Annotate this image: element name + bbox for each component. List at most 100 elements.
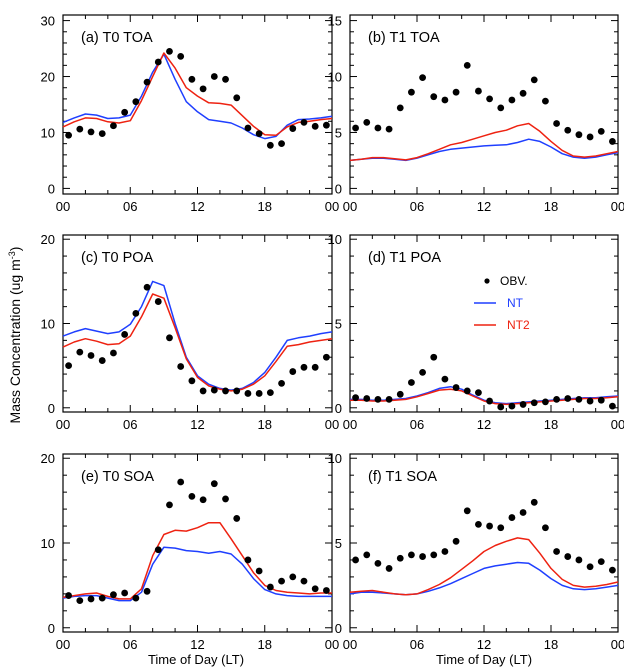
obs-point — [508, 402, 516, 410]
obs-point — [166, 501, 173, 509]
obs-point — [553, 395, 560, 403]
obs-point — [300, 363, 308, 371]
x-tick-label: 06 — [123, 199, 137, 214]
obs-point — [586, 397, 594, 405]
x-tick-label: 18 — [258, 199, 272, 214]
obs-point — [132, 594, 140, 602]
y-axis-label-close: ) — [7, 247, 23, 252]
obs-point — [76, 348, 84, 356]
y-tick-label: 20 — [41, 451, 55, 466]
obs-point — [98, 357, 106, 364]
obs-point — [188, 75, 196, 83]
y-tick-label: 10 — [328, 70, 342, 85]
x-tick-label: 12 — [190, 417, 204, 432]
obs-point — [255, 130, 263, 137]
obs-point — [132, 309, 140, 317]
obs-point — [542, 398, 549, 406]
y-tick-label: 15 — [328, 14, 342, 29]
y-tick-label: 0 — [48, 181, 55, 196]
obs-point — [278, 577, 285, 585]
x-tick-label: 06 — [410, 417, 424, 432]
obs-point — [143, 283, 151, 291]
obs-point — [508, 514, 516, 521]
series-line-nt2 — [349, 122, 619, 162]
obs-point — [177, 478, 185, 486]
obs-point — [154, 298, 162, 305]
obs-point — [65, 131, 73, 139]
obs-point — [363, 119, 371, 126]
obs-point — [289, 368, 297, 375]
x-tick-label: 00 — [611, 417, 624, 432]
y-tick-label: 10 — [41, 536, 55, 551]
obs-point — [385, 395, 393, 403]
obs-point — [575, 395, 583, 403]
obs-point — [121, 331, 129, 338]
obs-point — [463, 387, 471, 395]
series-line-nt — [62, 546, 332, 602]
obs-point — [564, 395, 572, 402]
obs-point — [452, 88, 460, 96]
obs-point — [486, 522, 493, 530]
x-tick-label: 00 — [56, 417, 70, 432]
obs-point — [609, 138, 616, 145]
obs-point — [244, 124, 252, 132]
obs-point — [311, 363, 319, 371]
obs-point — [441, 548, 449, 555]
obs-point — [166, 334, 173, 342]
obs-point — [177, 363, 185, 370]
legend-nt-label: NT — [507, 296, 524, 310]
obs-point — [363, 395, 371, 402]
obs-point — [289, 573, 297, 581]
obs-point — [396, 104, 404, 112]
obs-point — [385, 565, 393, 572]
obs-point — [486, 397, 493, 405]
obs-point — [65, 362, 73, 370]
obs-point — [374, 395, 382, 403]
x-axis-label-left: Time of Day (LT) — [148, 652, 244, 667]
obs-point — [463, 61, 471, 69]
obs-point — [597, 127, 605, 135]
obs-point — [374, 124, 382, 132]
obs-point — [166, 47, 173, 55]
x-tick-label: 18 — [544, 417, 558, 432]
obs-point — [199, 387, 207, 395]
obs-point — [222, 75, 229, 83]
obs-point — [430, 93, 438, 101]
y-tick-label: 0 — [335, 181, 342, 196]
obs-point — [233, 94, 241, 102]
x-tick-label: 12 — [477, 417, 491, 432]
obs-point — [300, 119, 308, 126]
obs-point — [542, 97, 549, 105]
x-tick-label: 12 — [190, 637, 204, 652]
obs-point — [87, 595, 95, 603]
obs-point — [609, 402, 616, 410]
obs-point — [452, 537, 460, 545]
obs-point — [154, 58, 162, 66]
obs-point — [311, 585, 319, 593]
y-tick-label: 10 — [41, 317, 55, 332]
obs-point — [121, 589, 129, 597]
panel-title: (f) T1 SOA — [368, 469, 437, 485]
obs-point — [255, 567, 263, 575]
obs-point — [430, 551, 438, 559]
y-tick-label: 5 — [335, 125, 342, 140]
x-tick-label: 12 — [190, 199, 204, 214]
x-tick-label: 18 — [258, 417, 272, 432]
obs-point — [497, 403, 505, 411]
obs-point — [233, 387, 241, 395]
obs-point — [553, 120, 560, 127]
x-tick-label: 00 — [325, 417, 339, 432]
obs-point — [311, 122, 319, 130]
obs-point — [408, 551, 415, 559]
obs-point — [519, 401, 527, 408]
obs-point — [408, 88, 415, 96]
panel-title: (e) T0 SOA — [81, 469, 154, 485]
obs-point — [121, 108, 129, 116]
obs-point — [199, 496, 207, 504]
x-tick-label: 00 — [343, 199, 357, 214]
